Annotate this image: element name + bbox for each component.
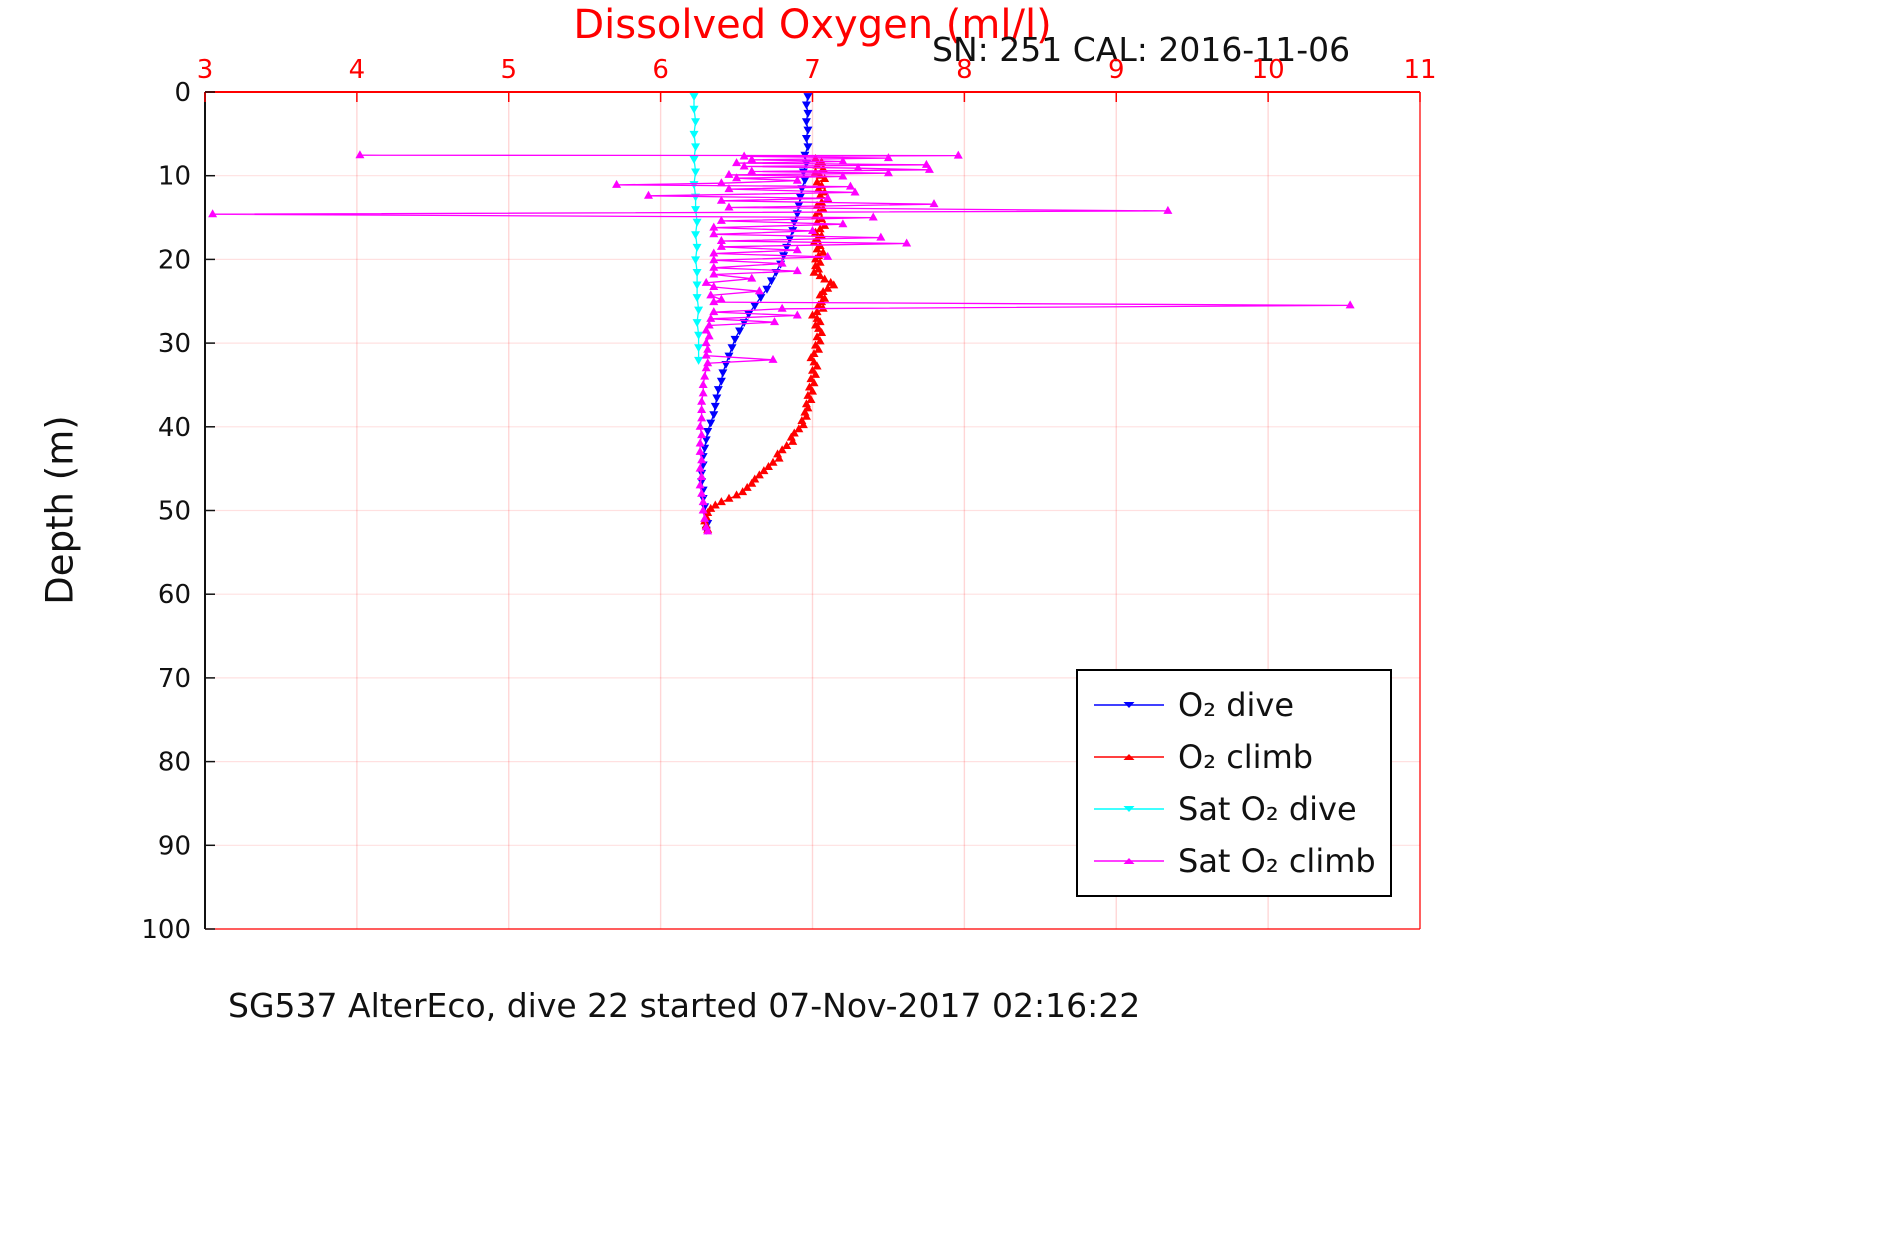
chart-title: Dissolved Oxygen (ml/l) <box>573 2 1052 48</box>
legend-label-sat-o2-dive: Sat O₂ dive <box>1178 790 1357 828</box>
axes-layer: 3 4 5 6 7 8 9 10 11 0 10 20 30 40 50 60 70 80 90 100 <box>141 55 1436 945</box>
svg-text:3: 3 <box>197 55 214 85</box>
chart-caption: SG537 AlterEco, dive 22 started 07-Nov-2… <box>228 986 1141 1025</box>
svg-text:10: 10 <box>158 162 191 192</box>
svg-text:100: 100 <box>141 915 191 945</box>
legend-swatch-o2-climb <box>1094 754 1164 760</box>
svg-text:50: 50 <box>158 497 191 527</box>
legend-label-o2-dive: O₂ dive <box>1178 686 1295 724</box>
legend-label-o2-climb: O₂ climb <box>1178 738 1314 776</box>
legend-swatch-sat-o2-climb <box>1094 858 1164 864</box>
legend-item-sat-o2-dive: Sat O₂ dive <box>1078 783 1390 835</box>
svg-text:7: 7 <box>804 55 821 85</box>
series-sat-o2-dive <box>689 93 704 365</box>
svg-text:30: 30 <box>158 329 191 359</box>
svg-text:20: 20 <box>158 245 191 275</box>
svg-text:6: 6 <box>652 55 669 85</box>
svg-text:80: 80 <box>158 748 191 778</box>
legend: O₂ dive O₂ climb Sat O₂ dive Sat O₂ clim… <box>1076 669 1392 897</box>
legend-item-o2-climb: O₂ climb <box>1078 731 1390 783</box>
svg-text:0: 0 <box>174 78 191 108</box>
svg-text:70: 70 <box>158 664 191 694</box>
svg-text:5: 5 <box>500 55 517 85</box>
legend-item-o2-dive: O₂ dive <box>1078 679 1390 731</box>
legend-swatch-sat-o2-dive <box>1094 806 1164 812</box>
svg-text:9: 9 <box>1108 55 1125 85</box>
legend-item-sat-o2-climb: Sat O₂ climb <box>1078 835 1390 887</box>
legend-label-sat-o2-climb: Sat O₂ climb <box>1178 842 1376 880</box>
svg-text:4: 4 <box>349 55 366 85</box>
chart-annotation: SN: 251 CAL: 2016-11-06 <box>932 30 1351 69</box>
legend-swatch-o2-dive <box>1094 702 1164 708</box>
svg-text:60: 60 <box>158 580 191 610</box>
svg-text:11: 11 <box>1403 55 1436 85</box>
svg-text:90: 90 <box>158 831 191 861</box>
svg-text:40: 40 <box>158 413 191 443</box>
svg-text:8: 8 <box>956 55 973 85</box>
svg-text:10: 10 <box>1252 55 1285 85</box>
series-sat-o2-climb <box>208 150 1355 535</box>
